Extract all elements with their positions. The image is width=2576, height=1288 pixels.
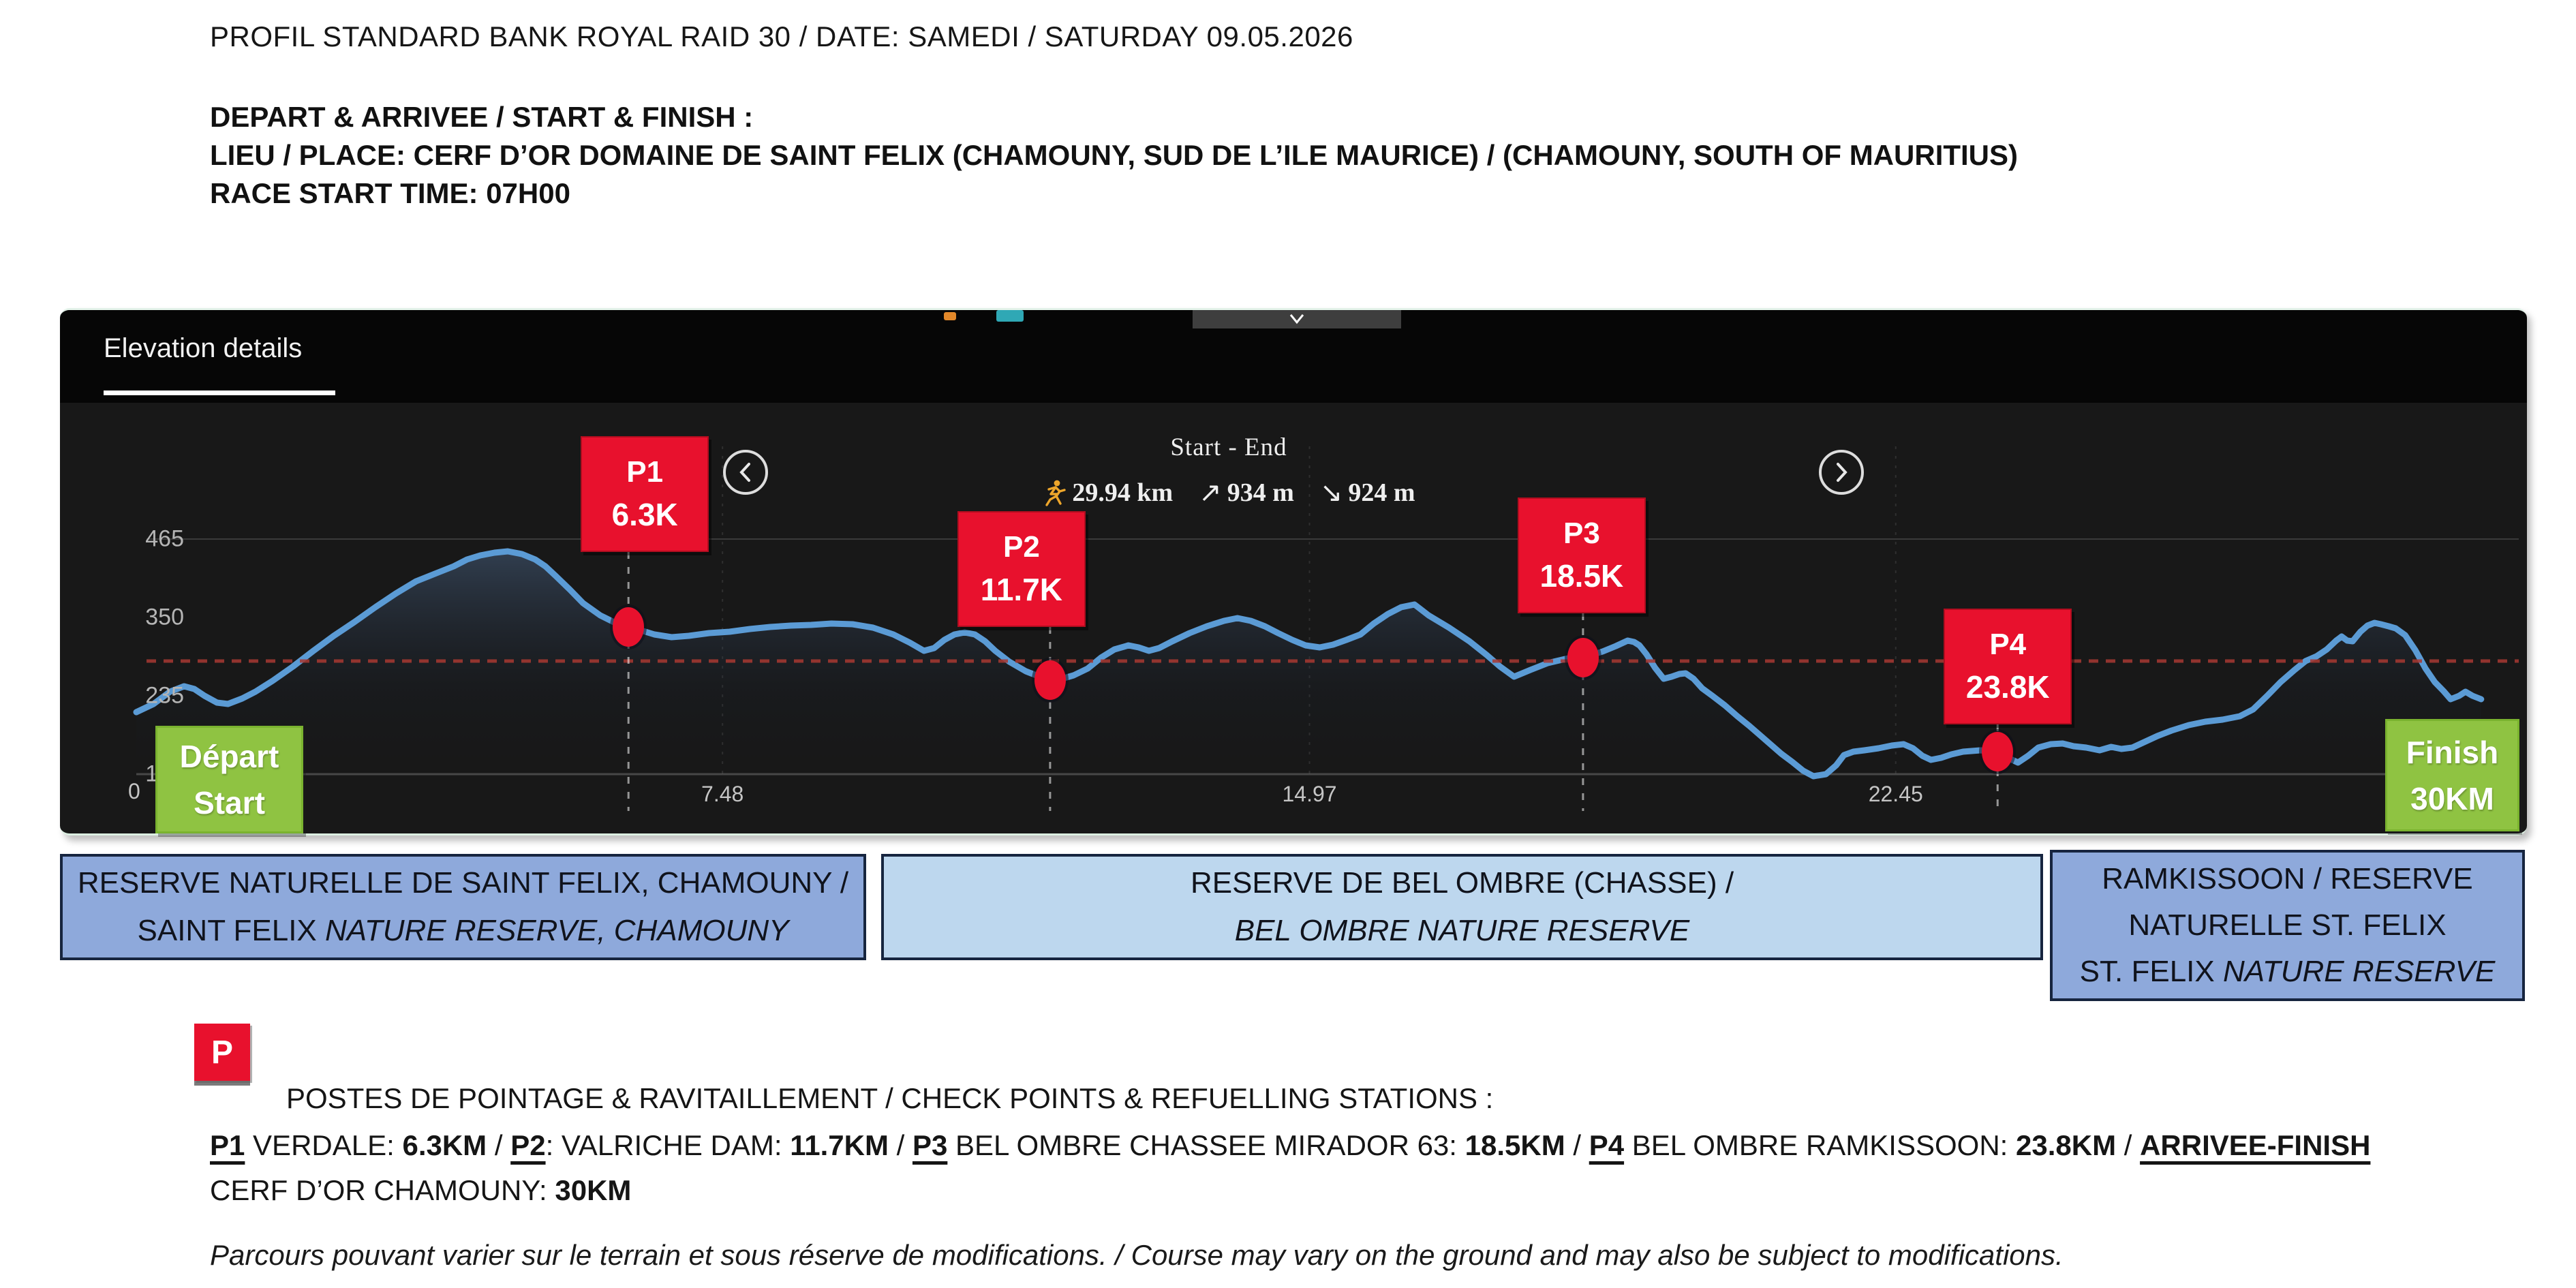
elevation-area xyxy=(136,551,2481,776)
stats-title: Start - End xyxy=(1170,433,1287,461)
ascent-arrow-icon: ↗ xyxy=(1199,477,1222,508)
runner-icon xyxy=(1045,480,1067,506)
start-flag: Départ Start xyxy=(155,726,303,833)
checkpoint-legend-icon: P xyxy=(194,1024,250,1081)
checkpoint-dot-p1 xyxy=(613,607,645,647)
x-axis-label: 22.45 xyxy=(1868,782,1923,806)
race-start-time: RACE START TIME: 07H00 xyxy=(210,177,570,209)
reserve-box-ramkissoon: RAMKISSOON / RESERVE NATURELLE ST. FELIX S… xyxy=(2050,850,2525,1001)
teal-icon xyxy=(996,310,1024,322)
checkpoint-dot-p2 xyxy=(1034,660,1066,700)
y-axis-label: 235 xyxy=(145,682,184,709)
finish-flag: Finish 30KM xyxy=(2385,719,2519,831)
disclaimer-note: Parcours pouvant varier sur le terrain e… xyxy=(210,1239,2064,1271)
x-axis-label: 14.97 xyxy=(1282,782,1337,806)
chevron-right-icon xyxy=(1837,463,1847,482)
total-descent: ↘ 924 m xyxy=(1319,477,1415,508)
page-title: PROFIL STANDARD BANK ROYAL RAID 30 / DAT… xyxy=(210,20,1353,52)
start-finish-heading: DEPART & ARRIVEE / START & FINISH : xyxy=(210,101,754,133)
chevron-down-icon xyxy=(1289,313,1304,324)
chevron-left-icon xyxy=(739,463,750,482)
checkpoint-marker-p2: P2 11.7K xyxy=(957,511,1086,627)
y-axis-label: 465 xyxy=(145,525,184,552)
checkpoint-dot-p4 xyxy=(1982,732,2014,771)
y-axis-label: 350 xyxy=(145,604,184,630)
reserve-box-saint-felix: RESERVE NATURELLE DE SAINT FELIX, CHAMOU… xyxy=(60,854,866,960)
descent-arrow-icon: ↘ xyxy=(1319,477,1343,508)
tab-elevation-details[interactable]: Elevation details xyxy=(104,333,303,363)
reserve-box-bel-ombre: RESERVE DE BEL OMBRE (CHASSE) / BEL OMBRE… xyxy=(881,854,2043,960)
segment-stats: Start - End 29.94 km ↗ 934 m ↘ 924 m xyxy=(1011,433,1447,508)
orange-icon xyxy=(944,312,956,320)
checkpoint-marker-p3: P3 18.5K xyxy=(1517,497,1646,613)
active-tab-underline xyxy=(104,390,335,395)
elevation-widget: Elevation details Start - End 29.94 km ↗… xyxy=(60,308,2527,835)
x-axis-label: 7.48 xyxy=(701,782,744,806)
collapse-panel-button[interactable] xyxy=(1193,310,1401,328)
next-segment-button[interactable] xyxy=(1819,450,1864,495)
total-distance: 29.94 km xyxy=(1042,478,1173,508)
x-axis-label-origin: 0 xyxy=(128,779,140,803)
checkpoint-dot-p3 xyxy=(1567,638,1599,677)
checkpoint-marker-p1: P1 6.3K xyxy=(581,436,709,552)
checkpoint-list: P1 VERDALE: 6.3KM / P2: VALRICHE DAM: 11… xyxy=(210,1129,2371,1206)
legend-title: POSTES DE POINTAGE & RAVITAILLEMENT / CH… xyxy=(286,1082,1494,1114)
checkpoint-marker-p4: P4 23.8K xyxy=(1944,609,2072,724)
total-ascent: ↗ 934 m xyxy=(1199,477,1294,508)
elevation-plot xyxy=(133,446,2519,811)
prev-segment-button[interactable] xyxy=(723,450,768,495)
place-line: LIEU / PLACE: CERF D’OR DOMAINE DE SAINT… xyxy=(210,139,2019,171)
